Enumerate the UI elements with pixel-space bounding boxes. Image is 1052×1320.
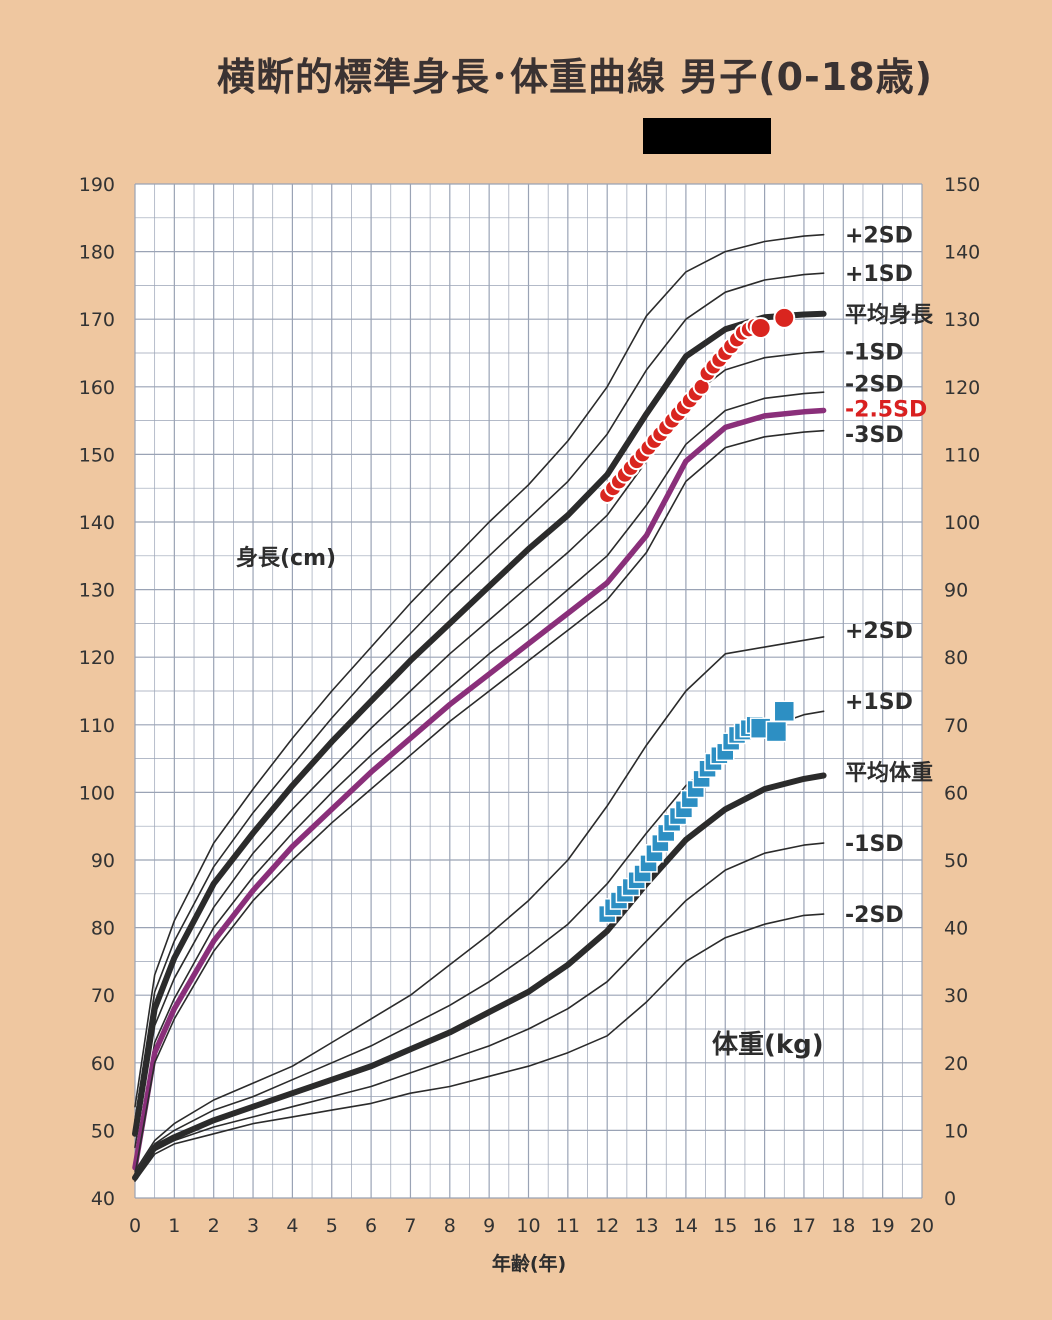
y-right-tick-label: 80 [944,647,968,669]
height-curve [134,429,825,1176]
x-tick-label: 12 [595,1215,619,1237]
y-left-tick-label: 130 [79,580,115,602]
y-right-tick-label: 30 [944,985,968,1007]
x-tick-label: 4 [286,1215,298,1237]
x-tick-label: 9 [483,1215,495,1237]
x-tick-label: 13 [634,1215,658,1237]
y-right-tick-label: 50 [944,850,968,872]
y-left-tick-label: 80 [91,918,115,940]
x-tick-label: 10 [516,1215,540,1237]
y-right-tick-label: 130 [944,309,980,331]
height-curve-label: -1SD [845,341,904,366]
y-left-tick-label: 160 [79,377,115,399]
x-tick-label: 14 [674,1215,698,1237]
y-right-tick-label: 90 [944,580,968,602]
y-right-tick-label: 10 [944,1120,968,1142]
x-tick-label: 20 [910,1215,934,1237]
height-curve [134,391,825,1162]
x-tick-label: 7 [404,1215,416,1237]
height-curve-label: +2SD [845,224,913,249]
y-right-tick-label: 70 [944,715,968,737]
weight-axis-title: 体重(kg) [712,1030,824,1060]
weight-curve [132,772,827,1181]
height-curve-label: -2.5SD [845,397,927,422]
x-tick-label: 5 [326,1215,338,1237]
x-axis-title: 年齢(年) [492,1252,566,1275]
y-left-tick-label: 180 [79,242,115,264]
y-left-tick-label: 60 [91,1053,115,1075]
x-tick-label: 0 [129,1215,141,1237]
height-curve [134,233,825,1108]
y-right-tick-label: 20 [944,1053,968,1075]
x-tick-label: 17 [792,1215,816,1237]
x-tick-label: 11 [556,1215,580,1237]
y-right-tick-label: 100 [944,512,980,534]
x-tick-label: 2 [208,1215,220,1237]
weight-point [773,700,796,723]
height-curve-label: 平均身長 [845,302,934,328]
height-curve-label: -2SD [845,372,904,397]
height-curve-label: -3SD [845,423,904,448]
y-left-tick-label: 40 [91,1188,115,1210]
weight-curve [134,636,825,1172]
y-left-tick-label: 90 [91,850,115,872]
y-left-tick-label: 150 [79,444,115,466]
weight-point [765,720,788,743]
y-left-tick-label: 190 [79,174,115,196]
height-point [773,306,796,329]
weight-curve [134,913,825,1182]
height-curve [134,272,825,1122]
weight-curve-label: +1SD [845,690,913,715]
y-right-tick-label: 110 [944,444,980,466]
weight-curve [134,842,825,1180]
weight-curve-label: +2SD [845,619,913,644]
weight-curve-label: -2SD [845,903,904,928]
x-tick-label: 6 [365,1215,377,1237]
y-right-tick-label: 40 [944,918,968,940]
y-left-tick-label: 120 [79,647,115,669]
y-right-tick-label: 0 [944,1188,956,1210]
x-tick-label: 19 [871,1215,895,1237]
x-tick-label: 3 [247,1215,259,1237]
weight-curve-label: -1SD [845,832,904,857]
x-tick-label: 15 [713,1215,737,1237]
weight-curve-label: 平均体重 [845,760,933,786]
y-right-tick-label: 140 [944,242,980,264]
height-curve [134,350,825,1149]
y-left-tick-label: 110 [79,715,115,737]
y-right-tick-label: 60 [944,782,968,804]
page-title: 横断的標準身長･体重曲線 男子(0-18歳) [216,54,934,99]
x-tick-label: 18 [831,1215,855,1237]
y-right-tick-label: 120 [944,377,980,399]
y-left-tick-label: 100 [79,782,115,804]
x-tick-label: 16 [753,1215,777,1237]
redaction-block [643,118,771,154]
y-left-tick-label: 50 [91,1120,115,1142]
height-point [749,316,772,339]
height-axis-title: 身長(cm) [236,545,336,571]
height-curve [132,407,827,1171]
y-right-tick-label: 150 [944,174,980,196]
x-tick-label: 1 [168,1215,180,1237]
x-tick-label: 8 [444,1215,456,1237]
y-left-tick-label: 140 [79,512,115,534]
height-curve-label: +1SD [845,262,913,287]
height-curve [132,310,827,1137]
y-left-tick-label: 70 [91,985,115,1007]
y-left-tick-label: 170 [79,309,115,331]
